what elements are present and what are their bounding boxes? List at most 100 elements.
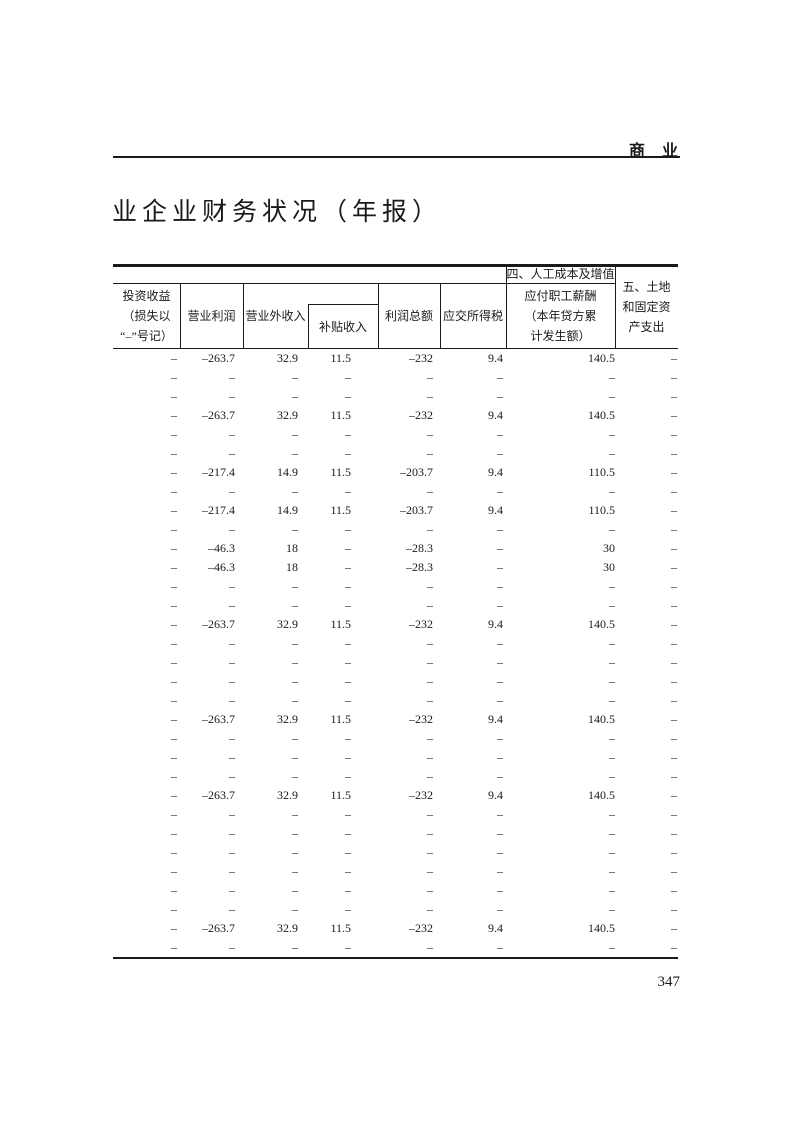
table-cell: – [292,693,298,707]
header-non-operating-income: 营业外收入 [245,309,306,323]
header-bottom-rule [113,348,678,349]
table-cell: – [345,427,351,441]
table-cell: – [171,921,177,935]
table-cell: – [171,750,177,764]
table-cell: – [345,674,351,688]
table-cell: – [609,940,615,954]
table-cell: – [292,636,298,650]
table-cell: – [497,883,503,897]
header-land-fixed-assets: 五、土地 和固定资 产支出 [622,280,671,334]
table-cell: – [171,484,177,498]
table-cell: 11.5 [330,921,351,935]
table-cell: – [671,465,677,479]
table-cell: – [671,750,677,764]
table-row: – –46.3 18 – –28.3 – 30 – [113,539,678,558]
table-cell: – [609,598,615,612]
table-cell: – [427,484,433,498]
table-cell: –263.7 [202,788,235,802]
header-vrule [308,305,309,348]
table-cell: 9.4 [488,788,503,802]
table-cell: – [671,655,677,669]
table-cell: – [171,788,177,802]
running-head-rule [113,156,680,158]
table-cell: – [345,636,351,650]
page-title: 业企业财务状况（年报） [112,199,443,226]
table-cell: –263.7 [202,617,235,631]
table-cell: – [345,769,351,783]
table-cell: – [497,484,503,498]
table-cell: – [609,389,615,403]
table-cell: – [229,693,235,707]
table-cell: –232 [409,712,433,726]
table-row: – –217.4 14.9 11.5 –203.7 9.4 110.5 – [113,501,678,520]
header-income-tax-payable: 应交所得税 [442,309,503,323]
table-row: – – – – – – – – [113,748,678,767]
table-cell: – [609,826,615,840]
table-cell: –217.4 [202,503,235,517]
table-cell: –263.7 [202,712,235,726]
table-row: – – – – – – – – [113,938,678,957]
table-cell: – [671,826,677,840]
table-cell: 11.5 [330,788,351,802]
table-top-border [113,264,678,267]
table-cell: – [171,351,177,365]
table-cell: – [345,541,351,555]
table-cell: – [497,693,503,707]
table-cell: –263.7 [202,408,235,422]
table-row: – – – – – – – – [113,520,678,539]
table-cell: – [497,845,503,859]
table-cell: – [229,579,235,593]
table-cell: – [292,883,298,897]
table-cell: – [609,522,615,536]
table-cell: – [229,484,235,498]
table-cell: – [171,845,177,859]
table-cell: –232 [409,351,433,365]
table-cell: – [427,446,433,460]
table-row: – – – – – – – – [113,387,678,406]
table-cell: 9.4 [488,351,503,365]
table-cell: – [345,693,351,707]
table-cell: – [292,674,298,688]
table-cell: – [292,769,298,783]
table-cell: – [671,902,677,916]
table-cell: 18 [286,560,298,574]
table-cell: 140.5 [588,617,615,631]
table-cell: – [229,750,235,764]
table-cell: – [609,807,615,821]
running-head: 商业 [628,143,695,160]
table-cell: – [609,845,615,859]
table-cell: 140.5 [588,712,615,726]
table-cell: – [229,731,235,745]
table-cell: 11.5 [330,465,351,479]
table-cell: – [497,731,503,745]
table-cell: – [497,864,503,878]
table-cell: 9.4 [488,617,503,631]
table-cell: – [609,769,615,783]
table-cell: 32.9 [277,712,298,726]
table-cell: – [671,921,677,935]
table-row: – – – – – – – – [113,824,678,843]
table-cell: – [229,389,235,403]
table-cell: –232 [409,921,433,935]
table-cell: – [292,389,298,403]
table-cell: 11.5 [330,351,351,365]
table-cell: –232 [409,788,433,802]
table-cell: – [229,598,235,612]
table-cell: 11.5 [330,712,351,726]
header-labor-cost-group: 四、人工成本及增值 [506,267,615,281]
table-cell: – [497,769,503,783]
table-cell: – [427,769,433,783]
table-cell: – [671,940,677,954]
table-cell: – [427,940,433,954]
table-cell: – [171,883,177,897]
page-number: 347 [657,974,681,990]
table-cell: – [292,902,298,916]
table-cell: – [671,503,677,517]
table-cell: – [229,769,235,783]
table-cell: – [609,579,615,593]
table-cell: –203.7 [400,503,433,517]
table-row: – – – – – – – – [113,691,678,710]
table-row: – – – – – – – – [113,653,678,672]
table-cell: – [345,370,351,384]
